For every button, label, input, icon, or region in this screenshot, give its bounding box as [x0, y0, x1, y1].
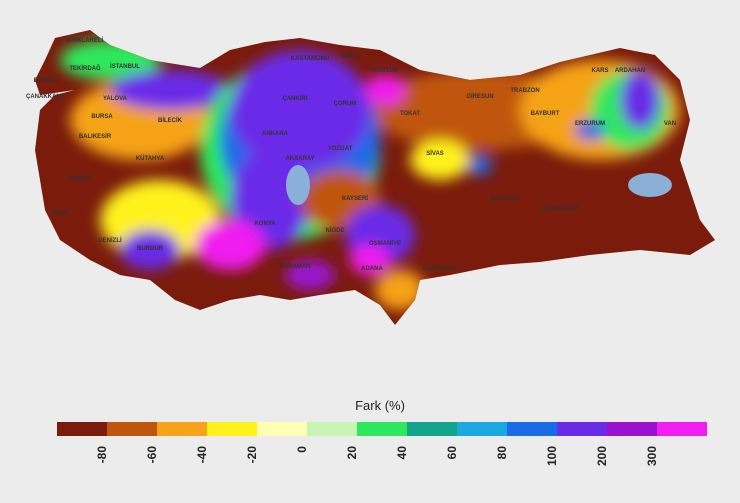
- place-label: ANKARA: [262, 131, 289, 137]
- legend-swatch: [507, 422, 557, 436]
- legend-tick-label: 300: [645, 446, 659, 466]
- place-label: VAN: [664, 121, 676, 127]
- place-label: DENİZLİ: [98, 237, 122, 244]
- place-label: ÇORUM: [334, 101, 357, 107]
- place-label: ERZURUM: [575, 121, 605, 127]
- place-label: BALIKESİR: [79, 133, 112, 140]
- legend-tick-label: 80: [495, 446, 509, 460]
- place-label: ÇANKIRI: [283, 96, 308, 102]
- place-label: GİRESUN: [466, 93, 493, 100]
- place-label: NİĞDE: [325, 226, 344, 234]
- legend-swatch: [657, 422, 707, 436]
- legend-tick-label: 100: [545, 446, 559, 466]
- legend-swatch: [407, 422, 457, 436]
- place-label: AKSARAY: [285, 156, 314, 162]
- place-label: SAMSUN: [372, 68, 398, 74]
- place-label: KARS: [591, 68, 608, 74]
- place-label: İSTANBUL: [110, 63, 140, 70]
- legend-tick-label: 0: [295, 446, 309, 453]
- place-label: EDİRNE: [34, 77, 57, 84]
- place-label: ARDAHAN: [615, 68, 645, 74]
- legend-tick-label: 60: [445, 446, 459, 460]
- legend-tick-label: -20: [245, 446, 259, 464]
- place-label: KARAMAN: [280, 264, 311, 270]
- legend-tick-label: -40: [195, 446, 209, 464]
- legend: -80 -60 -40 -20 0 20 40 60 80 100 200 300: [57, 422, 707, 466]
- place-label: YALOVA: [103, 96, 128, 102]
- place-label: KAYSERİ: [342, 195, 368, 202]
- place-label: ADANA: [361, 266, 383, 272]
- legend-tick-label: -60: [145, 446, 159, 464]
- legend-swatch: [257, 422, 307, 436]
- place-label: TEKİRDAĞ: [69, 64, 101, 72]
- legend-swatch: [207, 422, 257, 436]
- legend-swatch: [357, 422, 407, 436]
- place-label: KIRKLARELİ: [67, 37, 104, 44]
- place-label: BAYBURT: [531, 111, 560, 117]
- place-label: DİYARBAKIR: [541, 205, 579, 212]
- legend-swatch: [307, 422, 357, 436]
- place-label: MANİSA: [68, 175, 92, 182]
- legend-tick-label: 20: [345, 446, 359, 460]
- place-label: KÜTAHYA: [136, 155, 165, 162]
- place-label: OSMANİYE: [369, 240, 401, 247]
- place-label: SİNOP: [341, 53, 360, 60]
- place-label: BURDUR: [137, 246, 164, 252]
- place-label: TRABZON: [510, 88, 539, 94]
- place-label: TOKAT: [400, 111, 420, 117]
- legend-swatch: [57, 422, 107, 436]
- place-label: İZMİR: [52, 210, 69, 217]
- place-label: SİVAS: [426, 150, 444, 157]
- place-label: KONYA: [254, 221, 276, 227]
- place-label: ÇANAKKALE: [26, 94, 64, 100]
- place-label: MALATYA: [491, 196, 520, 202]
- legend-swatch: [157, 422, 207, 436]
- legend-swatch: [107, 422, 157, 436]
- legend-swatch: [607, 422, 657, 436]
- legend-tick-label: -80: [95, 446, 109, 464]
- place-label: BURSA: [91, 114, 113, 120]
- legend-swatch: [557, 422, 607, 436]
- place-label: BİLECİK: [158, 117, 183, 124]
- place-label: YOZGAT: [328, 146, 353, 152]
- legend-tick-label: 200: [595, 446, 609, 466]
- legend-swatch: [457, 422, 507, 436]
- place-label: GAZİANTEP: [423, 265, 458, 272]
- legend-title: Fark (%): [355, 398, 405, 413]
- precipitation-map: [35, 30, 715, 325]
- legend-tick-label: 40: [395, 446, 409, 460]
- place-label: KASTAMONU: [291, 56, 330, 62]
